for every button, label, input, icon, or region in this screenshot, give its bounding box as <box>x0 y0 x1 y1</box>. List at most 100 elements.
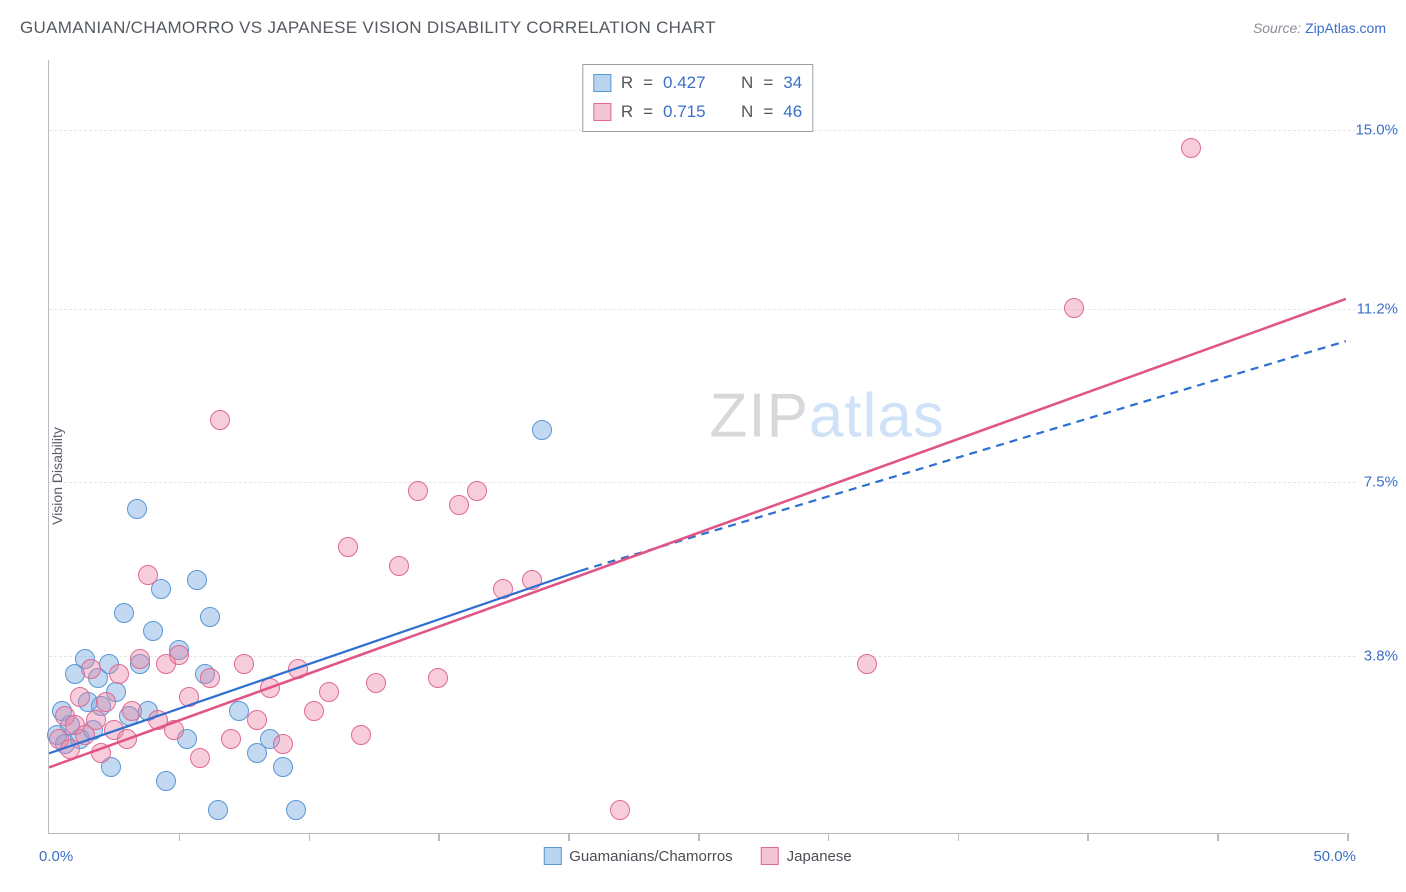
scatter-point-japanese <box>428 668 448 688</box>
trend-line <box>581 341 1346 571</box>
scatter-point-japanese <box>86 710 106 730</box>
correlation-legend: R = 0.427 N = 34 R = 0.715 N = 46 <box>582 64 813 132</box>
scatter-point-japanese <box>1064 298 1084 318</box>
scatter-point-japanese <box>117 729 137 749</box>
chart-container: Vision Disability ZIPatlas R = 0.427 N =… <box>0 60 1406 892</box>
scatter-point-japanese <box>91 743 111 763</box>
x-tick <box>1347 833 1349 841</box>
legend-row-guamanians: R = 0.427 N = 34 <box>593 69 802 98</box>
series-legend: Guamanians/Chamorros Japanese <box>543 847 851 865</box>
y-tick-label: 15.0% <box>1355 122 1398 139</box>
r-value-japanese: 0.715 <box>663 98 723 127</box>
eq-sign: = <box>643 98 653 127</box>
source-prefix: Source: <box>1253 20 1305 36</box>
scatter-point-guamanians <box>273 757 293 777</box>
y-tick-label: 7.5% <box>1364 474 1398 491</box>
gridline <box>49 309 1356 310</box>
scatter-point-japanese <box>1181 138 1201 158</box>
swatch-guamanians <box>593 74 611 92</box>
scatter-point-japanese <box>366 673 386 693</box>
scatter-point-japanese <box>493 579 513 599</box>
scatter-point-guamanians <box>200 607 220 627</box>
x-tick <box>438 833 440 841</box>
x-tick <box>958 833 960 841</box>
series-label-guamanians: Guamanians/Chamorros <box>569 848 732 865</box>
scatter-point-guamanians <box>127 499 147 519</box>
gridline <box>49 482 1356 483</box>
series-label-japanese: Japanese <box>787 848 852 865</box>
swatch-japanese <box>761 847 779 865</box>
scatter-point-japanese <box>200 668 220 688</box>
x-tick <box>309 833 311 841</box>
r-label: R <box>621 69 633 98</box>
scatter-point-guamanians <box>187 570 207 590</box>
x-tick <box>568 833 570 841</box>
scatter-point-japanese <box>96 692 116 712</box>
legend-row-japanese: R = 0.715 N = 46 <box>593 98 802 127</box>
swatch-guamanians <box>543 847 561 865</box>
scatter-point-japanese <box>234 654 254 674</box>
eq-sign: = <box>643 69 653 98</box>
scatter-point-guamanians <box>143 621 163 641</box>
n-value-guamanians: 34 <box>783 69 802 98</box>
x-tick <box>698 833 700 841</box>
scatter-point-japanese <box>389 556 409 576</box>
scatter-point-japanese <box>179 687 199 707</box>
scatter-point-japanese <box>522 570 542 590</box>
trend-line <box>49 299 1346 767</box>
scatter-point-japanese <box>449 495 469 515</box>
y-tick-label: 3.8% <box>1364 647 1398 664</box>
eq-sign: = <box>763 69 773 98</box>
plot-area: ZIPatlas R = 0.427 N = 34 R = 0.715 N = … <box>48 60 1346 834</box>
legend-item-japanese: Japanese <box>761 847 852 865</box>
scatter-point-japanese <box>210 410 230 430</box>
scatter-point-japanese <box>408 481 428 501</box>
scatter-point-japanese <box>260 678 280 698</box>
scatter-point-guamanians <box>114 603 134 623</box>
scatter-point-japanese <box>138 565 158 585</box>
x-tick <box>1217 833 1219 841</box>
eq-sign: = <box>763 98 773 127</box>
scatter-point-guamanians <box>286 800 306 820</box>
scatter-point-japanese <box>70 687 90 707</box>
watermark: ZIPatlas <box>709 380 944 451</box>
scatter-point-japanese <box>81 659 101 679</box>
chart-title: GUAMANIAN/CHAMORRO VS JAPANESE VISION DI… <box>20 18 716 38</box>
x-tick <box>179 833 181 841</box>
scatter-point-japanese <box>164 720 184 740</box>
x-tick <box>1087 833 1089 841</box>
r-label: R <box>621 98 633 127</box>
x-axis-max-label: 50.0% <box>1313 848 1356 865</box>
scatter-point-japanese <box>857 654 877 674</box>
scatter-point-guamanians <box>532 420 552 440</box>
scatter-point-japanese <box>190 748 210 768</box>
source-attribution: Source: ZipAtlas.com <box>1253 20 1386 36</box>
scatter-point-japanese <box>273 734 293 754</box>
scatter-point-japanese <box>351 725 371 745</box>
legend-item-guamanians: Guamanians/Chamorros <box>543 847 732 865</box>
swatch-japanese <box>593 103 611 121</box>
scatter-point-japanese <box>130 649 150 669</box>
scatter-point-japanese <box>319 682 339 702</box>
watermark-part1: ZIP <box>709 381 808 450</box>
scatter-point-guamanians <box>229 701 249 721</box>
n-value-japanese: 46 <box>783 98 802 127</box>
x-axis-min-label: 0.0% <box>39 848 73 865</box>
scatter-point-guamanians <box>156 771 176 791</box>
n-label: N <box>741 69 753 98</box>
y-tick-label: 11.2% <box>1357 300 1398 317</box>
scatter-point-japanese <box>247 710 267 730</box>
scatter-point-japanese <box>610 800 630 820</box>
scatter-point-japanese <box>221 729 241 749</box>
scatter-point-japanese <box>60 739 80 759</box>
source-link[interactable]: ZipAtlas.com <box>1305 20 1386 36</box>
r-value-guamanians: 0.427 <box>663 69 723 98</box>
scatter-point-japanese <box>304 701 324 721</box>
scatter-point-japanese <box>109 664 129 684</box>
scatter-point-japanese <box>288 659 308 679</box>
scatter-point-japanese <box>467 481 487 501</box>
scatter-point-guamanians <box>208 800 228 820</box>
n-label: N <box>741 98 753 127</box>
watermark-part2: atlas <box>809 381 945 450</box>
scatter-point-japanese <box>122 701 142 721</box>
